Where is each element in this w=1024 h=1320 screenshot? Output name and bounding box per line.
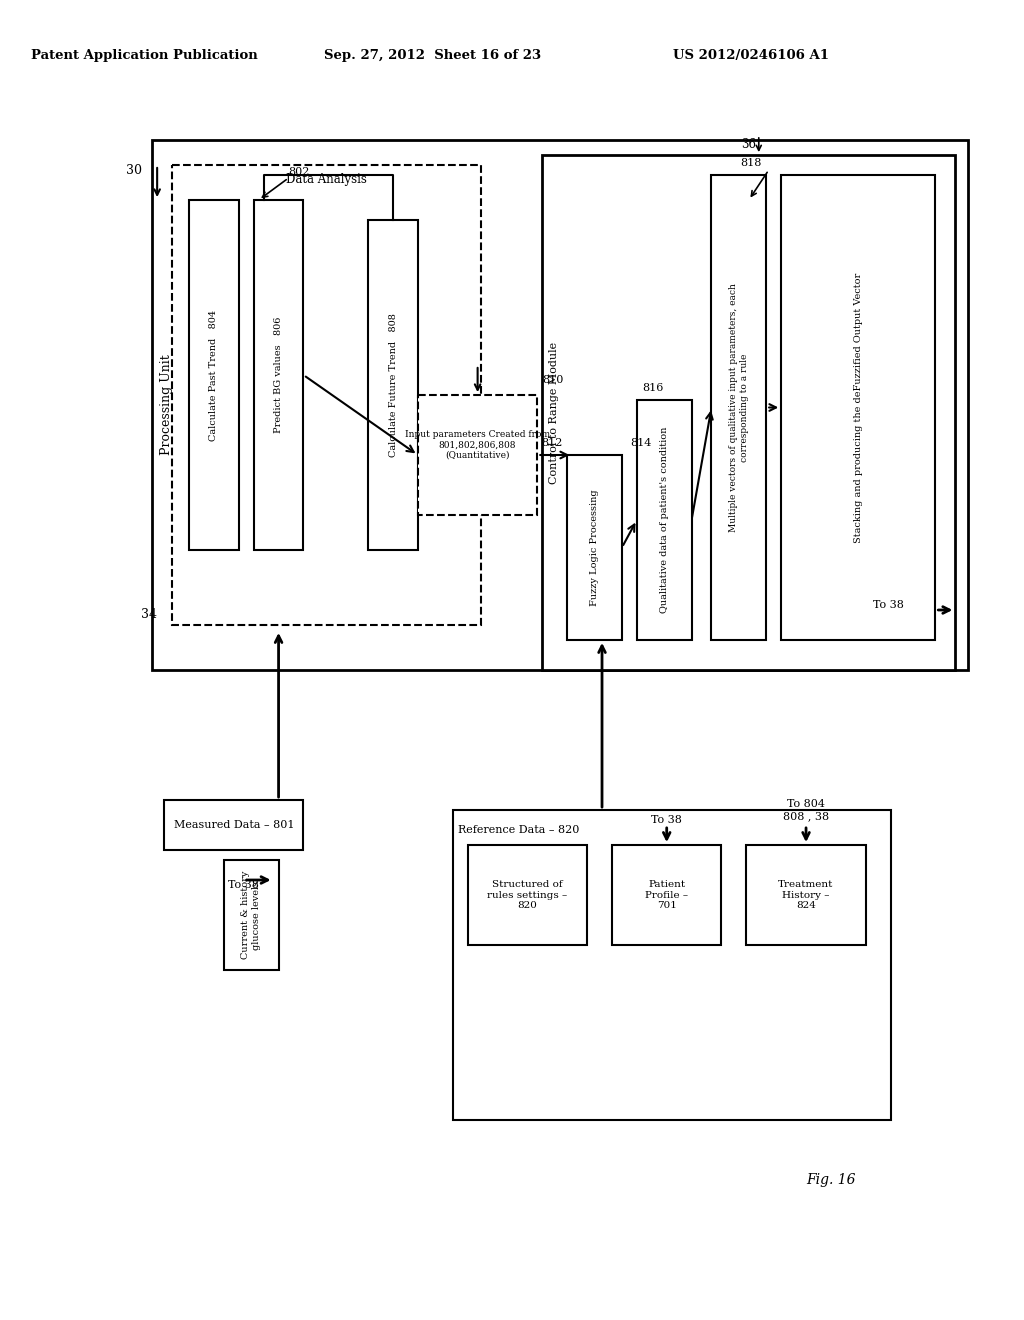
Text: Qualitative data of patient's condition: Qualitative data of patient's condition — [659, 426, 669, 614]
Bar — [164, 800, 303, 850]
Text: Treatment
History –
824: Treatment History – 824 — [778, 880, 834, 909]
Text: Stacking and producing the deFuzzified Output Vector: Stacking and producing the deFuzzified O… — [854, 272, 863, 543]
Bar — [612, 845, 722, 945]
Text: Fig. 16: Fig. 16 — [806, 1173, 856, 1187]
Text: To 38: To 38 — [872, 601, 903, 610]
Bar — [369, 220, 418, 550]
Bar — [567, 455, 622, 640]
Text: Sep. 27, 2012  Sheet 16 of 23: Sep. 27, 2012 Sheet 16 of 23 — [325, 49, 542, 62]
Text: 814: 814 — [630, 438, 651, 447]
Text: Reference Data – 820: Reference Data – 820 — [458, 825, 580, 836]
Text: Processing Unit: Processing Unit — [160, 355, 173, 455]
Text: 816: 816 — [642, 383, 664, 393]
Bar — [254, 201, 303, 550]
Text: Data Analysis: Data Analysis — [286, 173, 367, 186]
Bar — [712, 176, 766, 640]
Text: Current & history
glucose levels: Current & history glucose levels — [242, 871, 261, 960]
Text: To 38: To 38 — [228, 880, 259, 890]
Text: Control to Range Module: Control to Range Module — [549, 342, 559, 483]
Text: Patient
Profile –
701: Patient Profile – 701 — [645, 880, 688, 909]
Text: Calculate Past Trend   804: Calculate Past Trend 804 — [209, 309, 218, 441]
Bar — [637, 400, 691, 640]
Text: Calculate Future Trend   808: Calculate Future Trend 808 — [388, 313, 397, 457]
Text: Structured of
rules settings –
820: Structured of rules settings – 820 — [487, 880, 567, 909]
Bar — [172, 165, 480, 624]
Bar — [189, 201, 239, 550]
Bar — [153, 140, 969, 671]
Bar — [746, 845, 865, 945]
Text: To 804
808 , 38: To 804 808 , 38 — [783, 799, 829, 821]
Bar — [224, 861, 279, 970]
Text: Patent Application Publication: Patent Application Publication — [31, 49, 258, 62]
Text: 802: 802 — [289, 168, 310, 177]
Text: 30: 30 — [126, 164, 142, 177]
Text: Fuzzy Logic Processing: Fuzzy Logic Processing — [590, 490, 599, 606]
Text: 34: 34 — [141, 609, 157, 622]
Text: 812: 812 — [541, 438, 562, 447]
Bar — [453, 810, 891, 1119]
Text: To 38: To 38 — [651, 814, 682, 825]
Bar — [418, 395, 538, 515]
Bar — [468, 845, 587, 945]
Text: Input parameters Created from
801,802,806,808
(Quantitative): Input parameters Created from 801,802,80… — [406, 430, 550, 459]
Text: 818: 818 — [740, 158, 761, 168]
Text: Multiple vectors of qualitative input parameters, each
corresponding to a rule: Multiple vectors of qualitative input pa… — [729, 282, 749, 532]
Text: US 2012/0246106 A1: US 2012/0246106 A1 — [674, 49, 829, 62]
Text: 810: 810 — [543, 375, 563, 385]
Text: Measured Data – 801: Measured Data – 801 — [173, 820, 294, 830]
Bar — [543, 154, 955, 671]
Text: Predict BG values   806: Predict BG values 806 — [274, 317, 283, 433]
Text: 36: 36 — [741, 139, 757, 152]
Bar — [781, 176, 935, 640]
